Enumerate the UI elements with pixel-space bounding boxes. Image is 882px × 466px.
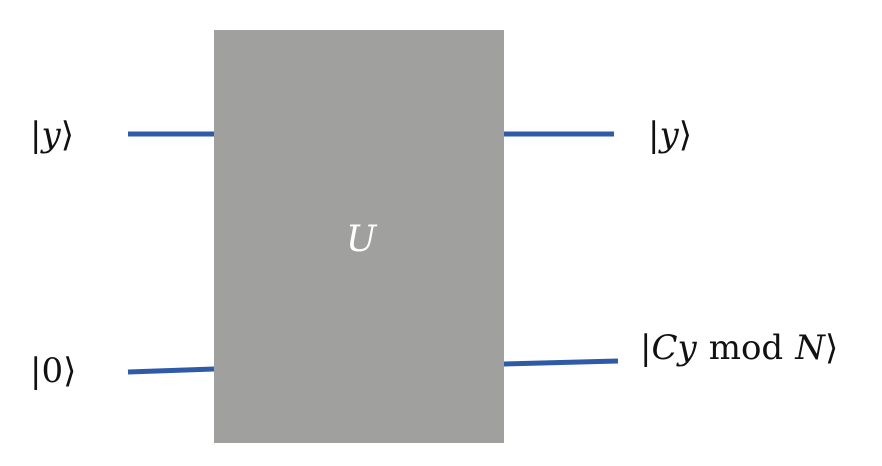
input-label-top: |y⟩ (30, 115, 74, 155)
output-wire-bottom (503, 358, 619, 367)
gate-label: U (346, 219, 377, 260)
unitary-gate-box (214, 30, 504, 443)
input-label-bottom: |0⟩ (30, 351, 77, 391)
output-label-bottom: |Cy mod N⟩ (640, 328, 839, 368)
input-wire-bottom (127, 366, 215, 375)
output-label-top: |y⟩ (648, 115, 692, 155)
